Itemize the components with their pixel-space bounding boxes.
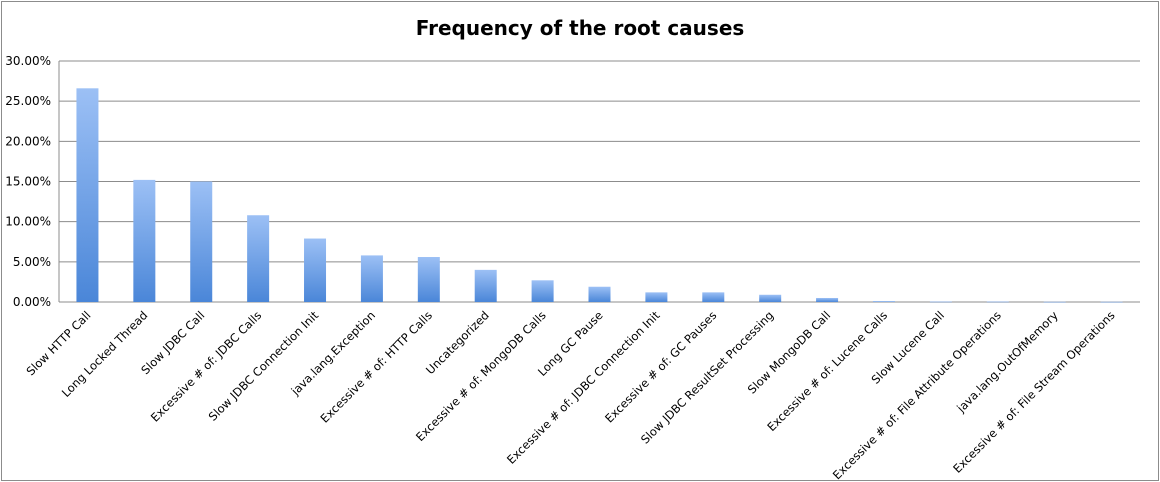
bar bbox=[417, 257, 440, 302]
bar bbox=[872, 301, 895, 302]
bars bbox=[76, 88, 1123, 303]
y-tick-label: 5.00% bbox=[13, 255, 51, 269]
bar bbox=[190, 181, 213, 302]
y-tick-label: 0.00% bbox=[13, 295, 51, 309]
bar bbox=[247, 215, 270, 302]
bar bbox=[1100, 301, 1123, 303]
x-category-label: Excessive # of: GC Pauses bbox=[602, 308, 719, 425]
x-category-label: Slow JDBC Connection Init bbox=[206, 308, 322, 424]
y-tick-label: 15.00% bbox=[5, 175, 51, 189]
y-tick-label: 25.00% bbox=[5, 94, 51, 108]
x-category-label: java.lang.OutOfMemory bbox=[953, 308, 1061, 416]
bar bbox=[304, 238, 327, 302]
y-tick-label: 30.00% bbox=[5, 54, 51, 68]
x-category-label: Excessive # of: HTTP Calls bbox=[318, 308, 435, 425]
y-axis-ticks: 0.00% 5.00% 10.00% 15.00% 20.00% 25.00% 30.00% bbox=[5, 54, 51, 309]
bar bbox=[474, 269, 497, 302]
bar bbox=[759, 294, 782, 302]
bar bbox=[588, 286, 611, 302]
x-category-label: Excessive # of: Lucene Calls bbox=[764, 308, 890, 434]
bar bbox=[645, 292, 668, 302]
gridlines bbox=[58, 60, 1140, 303]
y-tick-label: 20.00% bbox=[5, 134, 51, 148]
chart-title: Frequency of the root causes bbox=[415, 16, 745, 40]
bar bbox=[816, 297, 839, 302]
y-tick-label: 10.00% bbox=[5, 215, 51, 229]
bar bbox=[929, 301, 952, 303]
bar bbox=[986, 301, 1009, 303]
bar bbox=[702, 292, 725, 302]
x-category-label: Excessive # of: JDBC Calls bbox=[148, 308, 264, 424]
bar bbox=[1043, 301, 1066, 303]
bar bbox=[360, 255, 383, 302]
bar bbox=[76, 88, 99, 303]
bar bbox=[133, 179, 156, 302]
bar bbox=[531, 280, 554, 302]
